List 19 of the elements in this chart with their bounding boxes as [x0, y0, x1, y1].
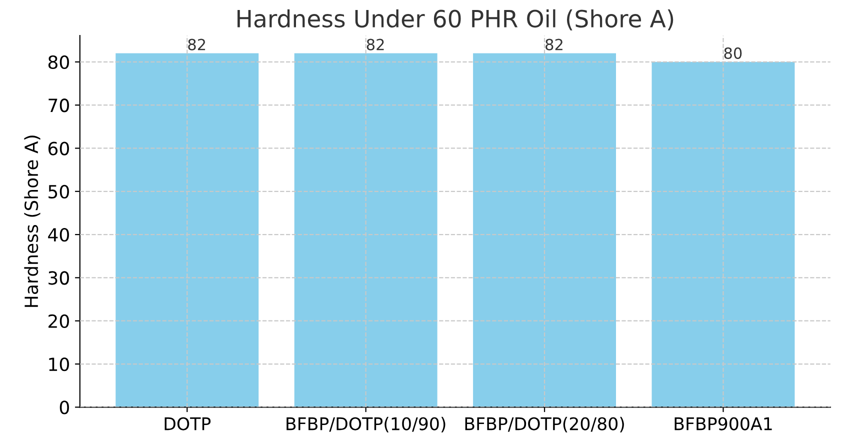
x-tick-label: BFBP/DOTP(10/90): [286, 416, 446, 432]
x-tick-label: BFBP/DOTP(20/80): [465, 416, 624, 432]
y-tick-label: 20: [48, 314, 69, 328]
x-tick-label: DOTP: [164, 417, 211, 430]
y-tick-label: 60: [48, 142, 69, 156]
data-label: 82: [546, 38, 562, 50]
y-tick-label: 40: [48, 228, 69, 242]
data-label: 82: [188, 38, 206, 50]
x-tick-label: BFBP900A1: [674, 417, 772, 430]
y-axis-title: Hardness (Shore A): [24, 136, 40, 307]
y-tick-label: 0: [60, 400, 69, 414]
data-label: 82: [366, 38, 384, 50]
y-tick-label: 80: [48, 55, 69, 70]
y-tick-label: 30: [48, 271, 69, 285]
y-tick-label: 10: [49, 357, 69, 372]
chart-title: Hardness Under 60 PHR Oil (Shore A): [238, 9, 674, 30]
y-tick-label: 50: [48, 184, 69, 199]
data-label: 80: [724, 47, 742, 59]
y-tick-label: 70: [48, 98, 69, 112]
